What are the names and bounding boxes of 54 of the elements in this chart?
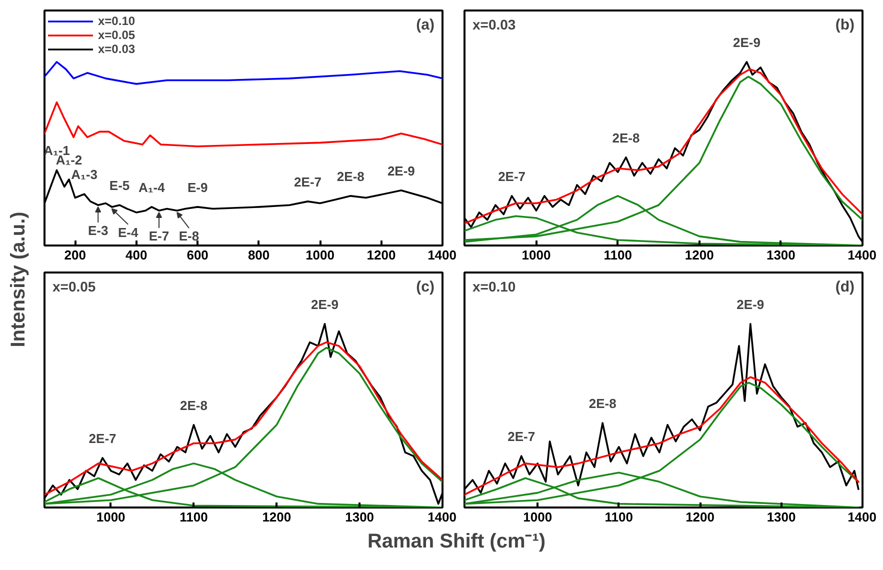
chart-title: (d) (835, 278, 855, 296)
x-tick-label: 1200 (262, 510, 292, 524)
x-tick-label: 1000 (96, 510, 126, 524)
x-tick-label: 800 (248, 248, 270, 262)
annotation: E-4 (118, 224, 139, 240)
chart-subtitle: x=0.05 (52, 278, 96, 294)
chart-subtitle: x=0.10 (472, 278, 516, 294)
annotation: 2E-7 (294, 174, 322, 190)
annotation: 2E-7 (498, 168, 526, 184)
annotation: 2E-9 (387, 163, 415, 178)
annotation: E-9 (187, 180, 208, 195)
x-tick-label: 1000 (523, 510, 552, 524)
x-tick-label: 1100 (180, 510, 208, 524)
annotation: 2E-8 (336, 168, 364, 184)
annotation: 2E-9 (736, 296, 764, 312)
legend-label: x=0.05 (98, 28, 136, 42)
annotation: 2E-7 (508, 429, 536, 444)
x-tick-label: 1100 (604, 510, 633, 524)
annotation: A₁-4 (138, 180, 166, 195)
x-tick-label: 1400 (848, 510, 876, 524)
annotation: 2E-9 (732, 34, 760, 50)
x-tick-label: 400 (126, 248, 148, 262)
x-tick-label: 1100 (604, 248, 632, 262)
x-tick-label: 1200 (686, 510, 715, 524)
annotation: 2E-8 (588, 396, 616, 412)
annotation: E-7 (148, 228, 170, 244)
x-tick-label: 1400 (428, 248, 456, 262)
chart-title: (a) (416, 16, 435, 34)
x-tick-label: 1400 (428, 510, 456, 524)
annotation: E-8 (178, 228, 200, 244)
x-tick-label: 600 (186, 248, 208, 262)
legend-label: x=0.03 (98, 42, 136, 56)
annotation: A₁-3 (71, 167, 98, 182)
x-tick-label: 1300 (766, 510, 796, 524)
annotation: 2E-8 (180, 398, 208, 413)
annotation: E-5 (109, 178, 130, 194)
x-tick-label: 1200 (684, 248, 714, 262)
annotation: 2E-9 (311, 296, 338, 312)
x-tick-label: 200 (64, 248, 86, 262)
annotation: E-3 (88, 223, 108, 238)
chart-subtitle: x=0.03 (472, 16, 516, 32)
x-axis-title: Raman Shift (cm⁻¹) (367, 530, 546, 552)
annotation: 2E-8 (612, 130, 640, 146)
x-tick-label: 1300 (345, 510, 374, 524)
x-tick-label: 1200 (366, 248, 396, 262)
annotation: 2E-7 (88, 430, 116, 446)
x-tick-label: 1000 (522, 248, 551, 262)
y-axis-title: Intensity (a.u.) (8, 212, 30, 348)
chart-title: (b) (835, 16, 855, 34)
legend-label: x=0.10 (98, 14, 136, 28)
x-tick-label: 1300 (766, 248, 796, 262)
chart-title: (c) (416, 278, 435, 296)
x-tick-label: 1400 (848, 248, 876, 262)
x-tick-label: 1000 (306, 248, 334, 262)
